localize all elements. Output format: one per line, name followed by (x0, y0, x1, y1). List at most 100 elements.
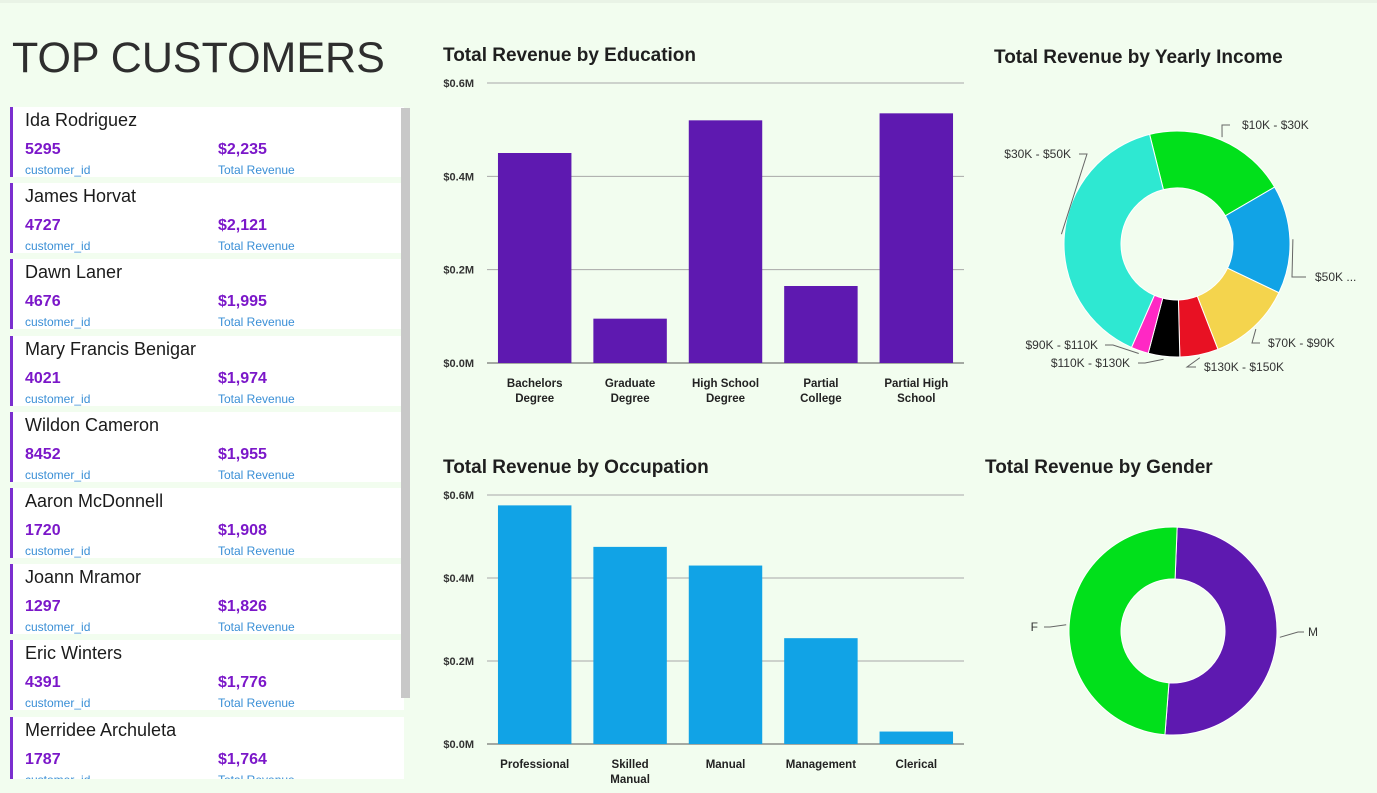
x-tick-label: Management (786, 759, 856, 771)
customer-revenue-label: Total Revenue (218, 391, 295, 406)
education-bar-chart[interactable]: $0.0M $0.2M $0.4M $0.6M Bachelors Degree Gradu… (430, 70, 975, 415)
slice-label: $90K - $110K (1026, 338, 1099, 352)
customer-id-label: customer_id (25, 773, 90, 779)
slice-f[interactable] (1068, 526, 1178, 736)
x-tick-label: Skilled Manual (610, 759, 650, 786)
x-tick-label: Partial College (800, 378, 842, 405)
customer-id-label: customer_id (25, 315, 91, 330)
y-tick-label: $0.0M (443, 358, 474, 370)
bar-management[interactable] (784, 638, 858, 744)
customer-id-label: customer_id (25, 239, 91, 254)
bar-partial-college[interactable] (784, 286, 858, 363)
occupation-bar-chart[interactable]: $0.0M $0.2M $0.4M $0.6M Professional Skilled M… (430, 482, 975, 792)
x-tick-label: Graduate Degree (605, 378, 656, 405)
gender-donut-chart[interactable]: MF (1010, 515, 1370, 750)
customer-id-label: customer_id (25, 467, 91, 482)
bar-manual[interactable] (688, 565, 763, 744)
customer-revenue-value: $2,235 (218, 141, 267, 158)
customer-name: Merridee Archuleta (25, 719, 177, 740)
y-tick-label: $0.6M (443, 78, 474, 90)
slice-label: F (1031, 620, 1038, 634)
top-divider (0, 0, 1377, 3)
customer-card[interactable]: Aaron McDonnell 1720 $1,908 customer_id Tota… (10, 488, 404, 558)
slice-label: M (1308, 625, 1318, 639)
slice-label: $30K - $50K (1004, 147, 1071, 161)
customer-card[interactable]: James Horvat 4727 $2,121 customer_id Total R… (10, 183, 404, 254)
customer-id-value: 4727 (25, 217, 61, 235)
customer-name: Joann Mramor (25, 567, 142, 588)
customer-revenue-value: $2,121 (218, 217, 267, 235)
customer-id-value: 4021 (25, 369, 61, 387)
leader-line (1138, 358, 1164, 364)
customer-id-value: 1787 (25, 750, 61, 768)
customer-id-label: customer_id (25, 163, 91, 177)
customer-id-label: customer_id (25, 544, 91, 558)
income-chart-title: Total Revenue by Yearly Income (994, 47, 1283, 68)
customer-revenue-label: Total Revenue (218, 620, 295, 635)
customer-revenue-value: $1,776 (218, 674, 267, 692)
bar-high-school-degree[interactable] (688, 120, 763, 363)
customer-revenue-label: Total Revenue (218, 239, 295, 254)
customer-revenue-value: $1,908 (218, 522, 267, 539)
customer-name: James Horvat (25, 186, 137, 207)
bar-graduate-degree[interactable] (593, 318, 667, 363)
customer-card[interactable]: Mary Francis Benigar 4021 $1,974 customer_i… (10, 335, 404, 406)
leader-line (1279, 631, 1304, 638)
customer-id-label: customer_id (25, 620, 91, 635)
customer-revenue-label: Total Revenue (218, 163, 295, 177)
x-tick-label: Bachelors Degree (507, 378, 563, 405)
bar-professional[interactable] (497, 505, 572, 744)
customer-id-value: 8452 (25, 445, 61, 463)
slice-30k-50k[interactable] (1063, 133, 1165, 349)
x-tick-label: Professional (500, 759, 569, 771)
bar-skilled-manual[interactable] (593, 546, 667, 744)
customer-id-value: 4676 (25, 293, 61, 311)
customer-card[interactable]: Eric Winters 4391 $1,776 customer_id Total R… (10, 640, 404, 711)
customer-revenue-value: $1,995 (218, 293, 267, 311)
customer-revenue-label: Total Revenue (218, 544, 295, 558)
x-tick-label: High School Degree (692, 378, 759, 405)
slice-label: $10K - $30K (1242, 118, 1309, 132)
slice-10k-30k[interactable] (1148, 130, 1276, 217)
customer-card[interactable]: Dawn Laner 4676 $1,995 customer_id Total Rev… (10, 259, 404, 330)
y-tick-label: $0.6M (443, 490, 474, 502)
customer-card[interactable]: Wildon Cameron 8452 $1,955 customer_id Total… (10, 411, 404, 482)
y-tick-label: $0.0M (443, 739, 474, 751)
y-tick-label: $0.4M (443, 171, 474, 183)
bar-clerical[interactable] (879, 731, 954, 744)
bar-bachelors-degree[interactable] (497, 153, 572, 363)
customer-id-label: customer_id (25, 696, 91, 711)
x-tick-label: Clerical (896, 759, 938, 771)
customer-name: Aaron McDonnell (25, 491, 164, 511)
leader-line (1185, 357, 1201, 368)
customer-revenue-label: Total Revenue (218, 773, 295, 779)
customer-revenue-value: $1,955 (218, 445, 267, 463)
customer-revenue-label: Total Revenue (218, 696, 295, 711)
gender-chart-title: Total Revenue by Gender (985, 457, 1213, 478)
customer-id-value: 1297 (25, 598, 61, 616)
bar-partial-high-school[interactable] (879, 113, 954, 363)
customer-list-scrollbar[interactable] (401, 108, 410, 698)
customer-name: Ida Rodriguez (25, 110, 138, 130)
customer-revenue-value: $1,764 (218, 750, 267, 768)
leader-line (1105, 344, 1139, 354)
customer-card[interactable]: Ida Rodriguez 5295 $2,235 customer_id Total … (10, 107, 404, 177)
customer-id-value: 4391 (25, 674, 61, 692)
leader-line (1291, 239, 1306, 278)
customer-name: Eric Winters (25, 643, 123, 664)
income-donut-chart[interactable]: $10K - $30K $50K ... $70K - $90K $130K - $1… (990, 100, 1375, 390)
customer-card[interactable]: Merridee Archuleta 1787 $1,764 customer_id T… (10, 716, 404, 779)
slice-label: $50K ... (1315, 270, 1356, 284)
leader-line (1060, 153, 1088, 235)
leader-line (1221, 124, 1230, 138)
customer-revenue-label: Total Revenue (218, 315, 295, 330)
x-tick-label: Manual (706, 759, 746, 771)
customer-name: Wildon Cameron (25, 414, 160, 435)
customer-name: Dawn Laner (25, 262, 123, 283)
slice-m[interactable] (1164, 526, 1278, 736)
customer-list[interactable]: Ida Rodriguez 5295 $2,235 customer_id Total … (10, 107, 411, 779)
customer-revenue-value: $1,826 (218, 598, 267, 616)
customer-name: Mary Francis Benigar (25, 338, 197, 359)
customer-card[interactable]: Joann Mramor 1297 $1,826 customer_id Total R… (10, 564, 404, 635)
customer-revenue-label: Total Revenue (218, 467, 295, 482)
